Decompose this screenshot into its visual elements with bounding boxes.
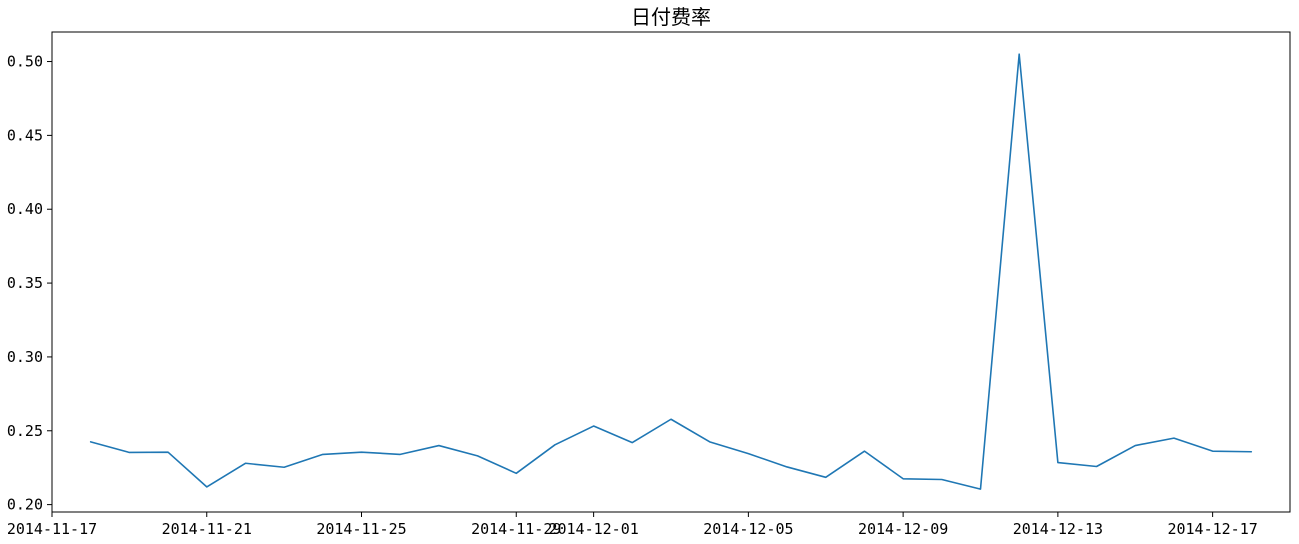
chart-title: 日付费率 xyxy=(631,5,711,29)
x-tick-label: 2014-11-25 xyxy=(316,520,406,538)
plot-frame xyxy=(51,31,1291,513)
series-line-0 xyxy=(89,53,1253,490)
y-tick-label: 0.40 xyxy=(7,200,43,218)
series-layer xyxy=(89,53,1253,490)
x-axis: 2014-11-17 2014-11-21 2014-11-25 2014-11-29… xyxy=(7,512,1258,538)
x-tick-label: 2014-12-09 xyxy=(858,520,948,538)
y-tick-label: 0.20 xyxy=(7,496,43,514)
y-tick-label: 0.35 xyxy=(7,274,43,292)
y-tick-label: 0.50 xyxy=(7,53,43,71)
x-tick-label: 2014-11-29 xyxy=(471,520,561,538)
y-tick-label: 0.30 xyxy=(7,348,43,366)
x-tick-label: 2014-12-01 xyxy=(548,520,638,538)
x-tick-label: 2014-11-17 xyxy=(7,520,97,538)
x-tick-label: 2014-12-17 xyxy=(1167,520,1257,538)
x-tick-label: 2014-12-13 xyxy=(1013,520,1103,538)
y-tick-label: 0.45 xyxy=(7,126,43,144)
y-tick-label: 0.25 xyxy=(7,422,43,440)
y-axis: 0.20 0.25 0.30 0.35 0.40 0.45 0.50 xyxy=(7,53,52,514)
x-tick-label: 2014-12-05 xyxy=(703,520,793,538)
x-tick-label: 2014-11-21 xyxy=(162,520,252,538)
